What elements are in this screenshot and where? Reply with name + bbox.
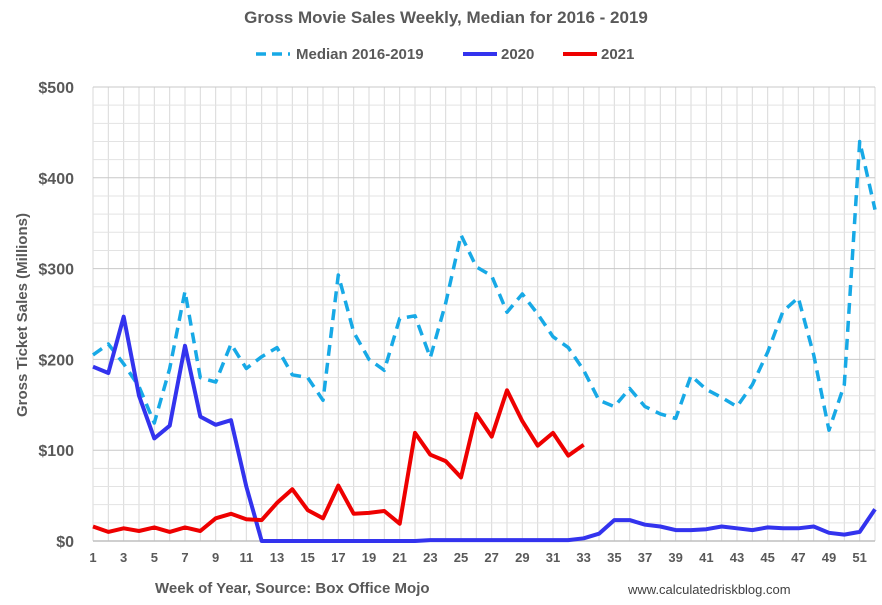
x-tick-label: 17	[331, 550, 345, 565]
x-tick-label: 39	[668, 550, 682, 565]
y-axis-ticks: $0 $100 $200 $300 $400 $500	[38, 80, 74, 551]
x-tick-label: 35	[607, 550, 621, 565]
x-tick-label: 3	[120, 550, 127, 565]
x-tick-label: 33	[576, 550, 590, 565]
legend: Median 2016-2019 2020 2021	[256, 46, 634, 63]
x-axis-label: Week of Year, Source: Box Office Mojo	[155, 580, 430, 597]
x-tick-label: 27	[484, 550, 498, 565]
source-note: www.calculatedriskblog.com	[627, 582, 791, 597]
x-tick-label: 21	[392, 550, 406, 565]
series-lines	[91, 139, 877, 543]
x-axis-ticks: 1 3 5 7 9 11 13 15 17 19 21 23 25 27 29 31 33 35 37 39 41 43 4…	[89, 550, 867, 565]
x-tick-label: 5	[151, 550, 158, 565]
x-tick-label: 11	[239, 550, 253, 565]
legend-label-2020: 2020	[501, 46, 534, 63]
x-tick-label: 41	[699, 550, 713, 565]
y-tick-label: $300	[38, 262, 74, 279]
y-tick-label: $0	[56, 534, 74, 551]
x-tick-label: 23	[423, 550, 437, 565]
series-line-median	[91, 139, 877, 432]
grid	[92, 86, 876, 542]
x-tick-label: 15	[300, 550, 314, 565]
x-tick-label: 1	[89, 550, 96, 565]
y-axis-label: Gross Ticket Sales (Millions)	[14, 213, 31, 417]
y-tick-label: $500	[38, 80, 74, 97]
chart-title: Gross Movie Sales Weekly, Median for 201…	[244, 8, 648, 27]
series-line-2020	[92, 314, 877, 543]
legend-label-2021: 2021	[601, 46, 634, 63]
x-tick-label: 51	[852, 550, 866, 565]
legend-label-median: Median 2016-2019	[296, 46, 424, 63]
x-tick-label: 7	[181, 550, 188, 565]
series-line-2021	[92, 388, 585, 534]
x-tick-label: 19	[362, 550, 376, 565]
y-tick-label: $200	[38, 352, 74, 369]
x-tick-label: 31	[546, 550, 560, 565]
x-tick-label: 49	[822, 550, 836, 565]
x-tick-label: 47	[791, 550, 805, 565]
x-tick-label: 43	[730, 550, 744, 565]
x-tick-label: 37	[638, 550, 652, 565]
x-tick-label: 45	[760, 550, 774, 565]
x-tick-label: 13	[270, 550, 284, 565]
y-tick-label: $400	[38, 171, 74, 188]
y-tick-label: $100	[38, 443, 74, 460]
x-tick-label: 29	[515, 550, 529, 565]
x-tick-label: 9	[212, 550, 219, 565]
x-tick-label: 25	[454, 550, 468, 565]
